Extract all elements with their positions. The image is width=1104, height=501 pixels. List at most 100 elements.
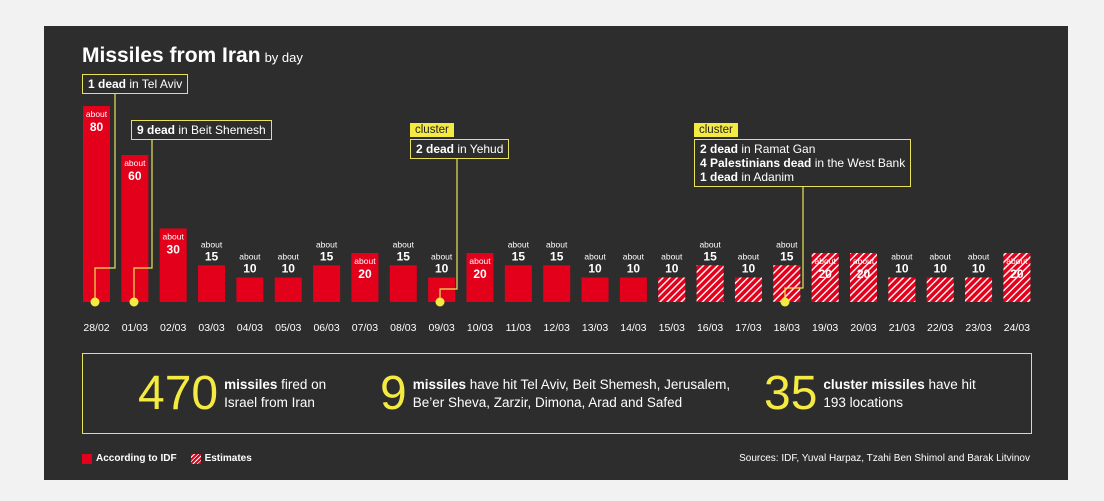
bar-label-prefix: about: [776, 239, 798, 249]
bar-07/03: [351, 253, 379, 302]
bar-value-label: 20: [857, 267, 871, 281]
leader-line-2: [133, 132, 153, 301]
bar-label-prefix: about: [853, 256, 875, 266]
stat-cluster: 35 cluster missiles have hit 193 location…: [764, 354, 976, 433]
legend: According to IDF Estimates: [82, 453, 266, 464]
bar-12/03: [543, 265, 571, 302]
bar-03/03: [198, 265, 226, 302]
bar-label-prefix: about: [891, 252, 913, 262]
x-tick-label: 01/03: [122, 322, 148, 334]
bar-17/03: [734, 277, 762, 302]
bar-value-label: 20: [473, 267, 487, 281]
bar-11/03: [504, 265, 532, 302]
bar-22/03: [926, 277, 954, 302]
bar-value-label: 10: [665, 262, 679, 276]
bar-15/03: [658, 277, 686, 302]
bar-value-label: 15: [512, 249, 526, 263]
legend-item-estimates: Estimates: [190, 453, 252, 464]
stat-number: 35: [764, 366, 818, 420]
bar-value-label: 10: [282, 262, 296, 276]
x-tick-label: 11/03: [506, 322, 532, 334]
sources-note: Sources: IDF, Yuval Harpaz, Tzahi Ben Sh…: [739, 453, 1030, 464]
bar-18/03: [773, 265, 801, 302]
x-tick-label: 21/03: [889, 322, 915, 334]
bar-value-label: 60: [128, 169, 142, 183]
bar-value-label: 20: [358, 267, 372, 281]
bar-value-label: 10: [243, 262, 257, 276]
x-tick-label: 02/03: [160, 322, 186, 334]
x-tick-label: 04/03: [237, 322, 263, 334]
bar-13/03: [581, 277, 609, 302]
bar-06/03: [313, 265, 341, 302]
bar-14/03: [619, 277, 647, 302]
bar-value-label: 15: [320, 249, 334, 263]
bar-value-label: 10: [972, 262, 986, 276]
x-tick-label: 06/03: [313, 322, 339, 334]
annotation-dot-3: [435, 297, 445, 307]
bar-value-label: 10: [588, 262, 602, 276]
chart-title: Missiles from Iran by day: [82, 44, 303, 67]
stats-box: 470 missiles fired on Israel from Iran 9 …: [82, 353, 1032, 434]
bar-value-label: 30: [167, 243, 181, 257]
cluster-tag-ramat-gan: cluster: [694, 123, 738, 137]
bar-23/03: [965, 277, 993, 302]
infographic-panel: Missiles from Iran by day about 80 28/02 abo…: [44, 26, 1068, 480]
stat-text: cluster missiles have hit 193 locations: [823, 376, 976, 410]
bar-label-prefix: about: [278, 252, 300, 262]
legend-swatch-solid: [82, 453, 92, 464]
annotation-tel-aviv: 1 dead in Tel Aviv: [82, 74, 189, 94]
legend-item-idf: According to IDF: [82, 453, 177, 464]
bar-label-prefix: about: [508, 239, 530, 249]
x-tick-label: 14/03: [620, 322, 646, 334]
x-tick-label: 05/03: [275, 322, 301, 334]
x-tick-label: 12/03: [544, 322, 570, 334]
bar-value-label: 20: [818, 267, 832, 281]
bar-value-label: 15: [205, 249, 219, 263]
bar-20/03: [850, 253, 877, 302]
stat-total-missiles: 470 missiles fired on Israel from Iran: [138, 354, 326, 433]
x-tick-label: 20/03: [850, 322, 876, 334]
leader-line-1: [94, 91, 116, 301]
x-tick-label: 03/03: [198, 322, 224, 334]
x-tick-label: 17/03: [735, 322, 761, 334]
bar-value-label: 10: [435, 262, 449, 276]
x-tick-label: 24/03: [1004, 322, 1030, 334]
annotation-yehud: 2 dead in Yehud: [410, 139, 510, 159]
bar-04/03: [236, 277, 264, 302]
bar-chart: about8028/02about6001/03about3002/03abou…: [83, 91, 1031, 334]
x-tick-label: 23/03: [965, 322, 991, 334]
stat-text: missiles fired on Israel from Iran: [224, 376, 327, 410]
bar-label-prefix: about: [546, 239, 568, 249]
x-tick-label: 07/03: [352, 322, 378, 334]
x-tick-label: 13/03: [582, 322, 608, 334]
bar-value-label: 15: [550, 249, 564, 263]
cluster-tag-yehud: cluster: [410, 123, 454, 137]
bar-label-prefix: about: [163, 232, 185, 242]
bar-label-prefix: about: [431, 252, 453, 262]
bar-value-label: 10: [627, 262, 641, 276]
x-tick-label: 18/03: [774, 322, 800, 334]
bar-28/02: [83, 106, 110, 302]
bar-label-prefix: about: [86, 109, 108, 119]
bar-label-prefix: about: [815, 256, 837, 266]
x-tick-label: 22/03: [927, 322, 953, 334]
x-tick-label: 28/02: [83, 322, 109, 334]
stat-number: 9: [380, 366, 407, 420]
bar-05/03: [274, 277, 302, 302]
bar-01/03: [121, 155, 149, 302]
leader-line-3: [439, 159, 458, 301]
bar-label-prefix: about: [930, 252, 952, 262]
bar-value-label: 80: [90, 120, 104, 134]
leader-line-4: [784, 184, 804, 301]
bar-19/03: [811, 253, 839, 302]
x-tick-label: 15/03: [659, 322, 685, 334]
stat-hits: 9 missiles have hit Tel Aviv, Beit Sheme…: [380, 354, 730, 433]
bar-label-prefix: about: [393, 239, 415, 249]
bar-label-prefix: about: [354, 256, 376, 266]
bar-label-prefix: about: [968, 252, 990, 262]
annotation-dot-4: [780, 297, 790, 307]
bar-21/03: [888, 277, 916, 302]
x-tick-label: 19/03: [812, 322, 838, 334]
bar-label-prefix: about: [738, 252, 760, 262]
bar-label-prefix: about: [661, 252, 683, 262]
